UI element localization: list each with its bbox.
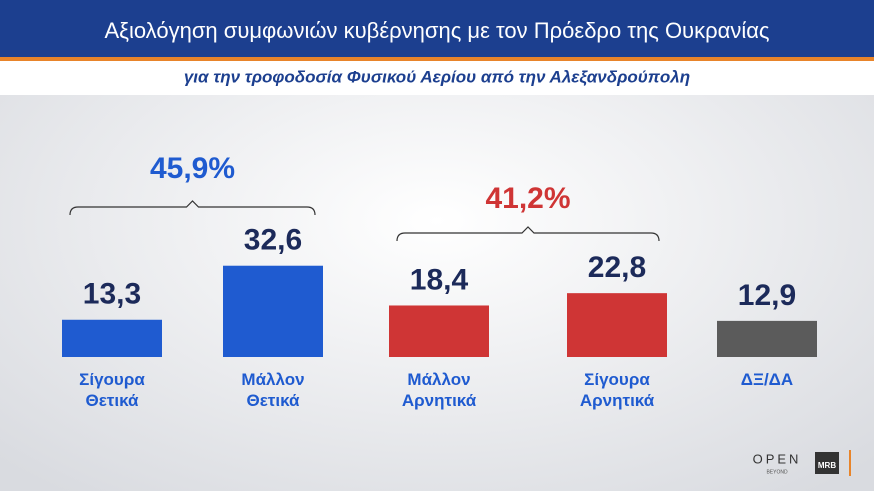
header-bar [0, 0, 874, 60]
category-label: Σίγουρα Θετικά [79, 370, 145, 410]
category-label: ΔΞ/ΔΑ [741, 370, 793, 389]
category-line: Αρνητικά [580, 391, 655, 410]
category-line: Μάλλον [407, 370, 470, 389]
category-line: Θετικά [86, 391, 140, 410]
subtitle-bar [0, 61, 874, 95]
group-bracket [69, 200, 316, 216]
category-line: Μάλλον [241, 370, 304, 389]
group-total: 41,2% [485, 182, 570, 215]
category-label: Μάλλον Αρνητικά [402, 370, 477, 410]
category-line: Σίγουρα [584, 370, 650, 389]
group-total: 45,9% [150, 152, 235, 185]
value-label: 22,8 [588, 251, 646, 284]
logo-text: OPEN [753, 451, 802, 466]
bar [223, 265, 323, 357]
category-line: Σίγουρα [79, 370, 145, 389]
bar [567, 293, 667, 357]
value-label: 13,3 [83, 278, 141, 311]
category-line: Αρνητικά [402, 391, 477, 410]
bar [62, 319, 162, 357]
bar [389, 305, 489, 357]
category-label: Μάλλον Θετικά [241, 370, 304, 410]
bar [717, 320, 817, 357]
category-label: Σίγουρα Αρνητικά [580, 370, 655, 410]
category-line: ΔΞ/ΔΑ [741, 370, 793, 389]
logo-text: BEYOND [766, 469, 788, 475]
value-label: 12,9 [738, 279, 796, 312]
category-line: Θετικά [247, 391, 301, 410]
chart-title: Αξιολόγηση συμφωνιών κυβέρνησης με τον Π… [104, 18, 769, 43]
group-bracket [396, 226, 660, 242]
logo-box [815, 452, 839, 474]
value-label: 32,6 [244, 224, 302, 257]
header-accent [0, 57, 874, 61]
logo-text: MRB [818, 461, 836, 470]
value-label: 18,4 [410, 263, 469, 296]
chart-subtitle: για την τροφοδοσία Φυσικού Αερίου από τη… [184, 67, 690, 86]
